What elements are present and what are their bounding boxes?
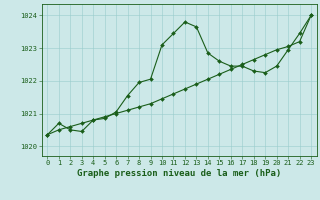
X-axis label: Graphe pression niveau de la mer (hPa): Graphe pression niveau de la mer (hPa) [77,169,281,178]
